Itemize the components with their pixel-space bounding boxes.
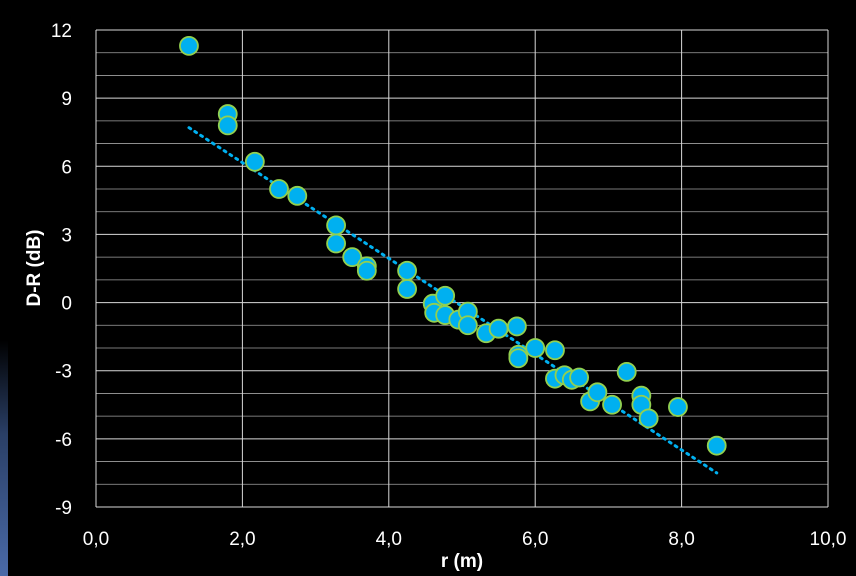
y-tick-labels: -9 -6 -3 0 3 6 9 12 [51,21,72,519]
y-axis-title: D-R (dB) [24,229,45,306]
y-tick-label: 9 [61,89,72,110]
x-tick-label: 10,0 [810,529,847,550]
data-point [326,233,346,254]
data-point [356,260,377,281]
x-tick-label: 8,0 [668,529,694,550]
y-tick-label: -3 [55,362,72,383]
x-axis-title: r (m) [441,551,483,572]
data-point [244,151,265,172]
data-point [457,315,478,336]
y-tick-label: 12 [51,21,72,42]
data-point [525,338,546,358]
data-point [435,285,456,306]
data-point [397,260,418,281]
x-tick-label: 4,0 [376,529,402,550]
data-point [668,397,688,417]
data-point [569,367,590,388]
data-point [287,185,308,206]
data-point [545,340,565,361]
data-point [488,318,509,339]
x-tick-label: 2,0 [229,529,255,550]
y-tick-label: -6 [55,430,72,451]
y-tick-label: 0 [61,294,72,315]
data-point [326,215,346,236]
data-point [638,408,659,429]
x-tick-label: 0,0 [83,529,109,550]
data-point [508,348,529,369]
edge-stripe [0,340,8,576]
data-point [602,394,622,415]
data-point [217,115,238,136]
data-points [179,36,727,456]
x-tick-labels: 0,0 2,0 4,0 6,0 8,0 10,0 [83,529,847,550]
y-tick-label: -9 [55,498,72,519]
x-tick-label: 6,0 [522,529,548,550]
y-tick-label: 6 [61,157,72,178]
data-point [397,279,418,299]
y-tick-label: 3 [61,225,72,246]
data-point [342,247,363,268]
data-point [616,361,637,382]
data-point [179,36,199,56]
data-point [706,435,727,456]
data-point [587,382,608,403]
data-point [507,316,527,337]
grid [95,29,829,508]
data-point [269,179,289,199]
